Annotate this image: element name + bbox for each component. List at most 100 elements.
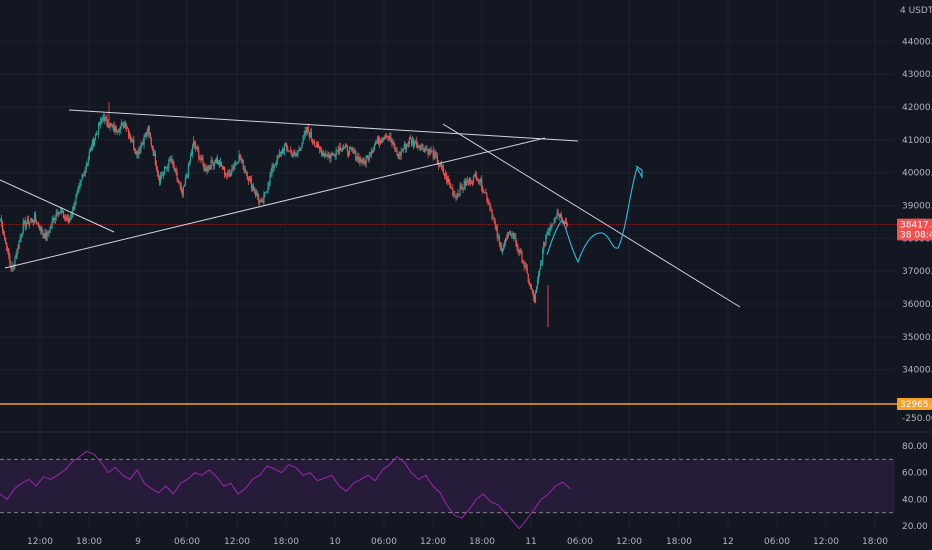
candle-body-483[interactable] [498, 236, 500, 243]
candle-body-214[interactable] [220, 162, 223, 167]
candle-body-288[interactable] [297, 150, 299, 154]
candle-body-246[interactable] [253, 190, 256, 193]
candle-body-84[interactable] [86, 163, 88, 166]
candle-body-286[interactable] [295, 153, 297, 157]
candle-body-408[interactable] [421, 145, 423, 147]
candle-body-265[interactable] [273, 165, 275, 169]
candle-body-505[interactable] [521, 252, 523, 263]
candle-body-235[interactable] [242, 159, 244, 170]
candle-body-287[interactable] [296, 153, 298, 157]
candle-body-101[interactable] [104, 116, 106, 122]
candle-body-532[interactable] [549, 227, 551, 232]
candle-body-347[interactable] [358, 156, 360, 163]
candle-body-7[interactable] [7, 248, 9, 251]
candle-body-492[interactable] [508, 232, 510, 236]
candle-body-226[interactable] [233, 166, 235, 170]
candle-body-289[interactable] [298, 150, 300, 151]
candle-body-349[interactable] [360, 158, 362, 162]
candle-body-439[interactable] [453, 194, 455, 195]
candle-body-482[interactable] [497, 236, 499, 238]
candle-body-261[interactable] [269, 174, 271, 184]
candle-body-247[interactable] [255, 192, 257, 196]
candle-body-389[interactable] [401, 150, 403, 152]
candle-body-203[interactable] [209, 167, 211, 169]
candle-body-50[interactable] [51, 220, 53, 226]
candle-body-127[interactable] [131, 139, 133, 142]
candle-body-533[interactable] [550, 226, 552, 228]
candle-body-53[interactable] [54, 216, 56, 220]
candle-body-300[interactable] [309, 132, 311, 138]
rsi-panel[interactable]: 20.00 40.00 60.00 80.00 [0, 442, 928, 532]
candle-body-116[interactable] [119, 126, 121, 132]
candle-body-471[interactable] [486, 194, 488, 201]
candle-body-91[interactable] [93, 139, 96, 146]
candle-body-195[interactable] [201, 158, 203, 161]
candle-body-362[interactable] [373, 144, 375, 149]
candle-body-219[interactable] [226, 174, 228, 176]
candle-body-230[interactable] [237, 161, 239, 164]
candle-body-502[interactable] [518, 250, 520, 253]
candle-body-16[interactable] [16, 248, 18, 257]
candle-body-518[interactable] [534, 292, 537, 303]
candle-body-33[interactable] [33, 214, 36, 223]
candle-body-283[interactable] [292, 154, 294, 156]
candle-body-370[interactable] [382, 139, 384, 141]
candle-body-0[interactable] [0, 218, 2, 220]
candle-body-504[interactable] [520, 249, 522, 253]
candle-body-459[interactable] [473, 174, 476, 177]
candle-body-104[interactable] [107, 123, 109, 127]
candle-body-531[interactable] [548, 231, 550, 233]
candle-body-199[interactable] [205, 167, 207, 172]
candle-body-225[interactable] [232, 168, 234, 170]
candle-body-163[interactable] [168, 159, 170, 169]
candle-body-36[interactable] [37, 223, 39, 225]
candle-body-240[interactable] [247, 179, 249, 181]
candle-body-121[interactable] [124, 124, 127, 128]
candle-body-58[interactable] [59, 210, 62, 212]
candle-body-268[interactable] [276, 155, 278, 164]
candle-body-169[interactable] [174, 168, 176, 170]
candle-body-411[interactable] [424, 148, 426, 153]
candle-body-279[interactable] [288, 150, 290, 152]
candle-body-266[interactable] [274, 164, 276, 166]
candle-body-154[interactable] [158, 176, 161, 184]
candle-body-167[interactable] [172, 159, 174, 165]
candle-body-103[interactable] [106, 117, 108, 124]
candle-body-314[interactable] [324, 153, 326, 156]
candle-body-540[interactable] [557, 212, 559, 215]
candle-body-365[interactable] [376, 137, 379, 142]
candle-body-373[interactable] [385, 135, 387, 139]
candle-body-433[interactable] [447, 178, 449, 182]
candle-body-368[interactable] [379, 140, 382, 143]
candle-body-413[interactable] [426, 149, 428, 151]
candle-body-284[interactable] [293, 151, 295, 155]
candle-body-210[interactable] [216, 158, 218, 164]
candle-body-393[interactable] [405, 144, 407, 150]
candle-body-432[interactable] [446, 174, 448, 182]
candle-body-297[interactable] [306, 126, 308, 133]
candle-body-166[interactable] [171, 159, 173, 161]
candle-body-212[interactable] [218, 160, 221, 166]
candle-body-473[interactable] [488, 201, 490, 203]
candle-body-499[interactable] [515, 237, 517, 244]
candle-body-159[interactable] [164, 166, 166, 172]
candle-body-500[interactable] [516, 243, 518, 247]
candle-body-140[interactable] [144, 136, 146, 137]
candle-body-364[interactable] [375, 141, 378, 143]
candle-body-48[interactable] [49, 226, 51, 233]
candle-body-440[interactable] [454, 194, 456, 197]
candle-body-427[interactable] [440, 163, 443, 168]
candle-body-149[interactable] [153, 153, 155, 156]
candle-body-208[interactable] [214, 162, 216, 164]
candle-body-431[interactable] [445, 174, 447, 176]
candle-body-236[interactable] [243, 169, 245, 170]
candle-body-173[interactable] [178, 182, 180, 185]
candle-body-135[interactable] [139, 149, 141, 151]
candle-body-421[interactable] [434, 152, 436, 156]
candle-body-371[interactable] [383, 137, 385, 140]
candle-body-248[interactable] [256, 193, 258, 196]
candle-body-22[interactable] [22, 221, 24, 234]
candle-body-151[interactable] [155, 164, 158, 170]
candle-body-256[interactable] [264, 192, 266, 195]
candle-body-462[interactable] [477, 180, 479, 181]
